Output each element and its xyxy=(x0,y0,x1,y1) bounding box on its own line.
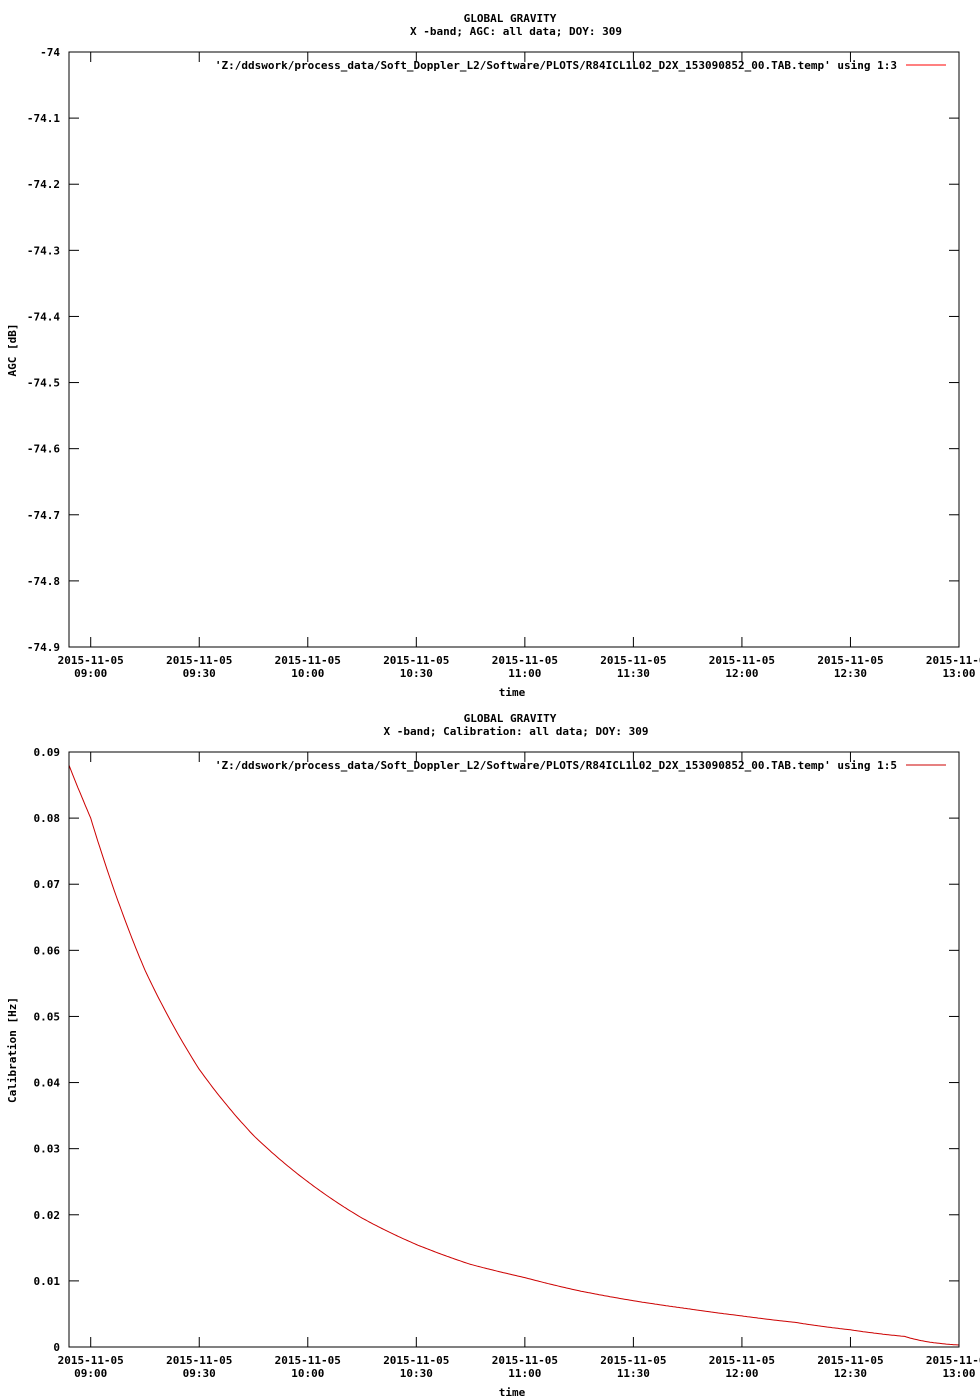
x-tick-date: 2015-11-05 xyxy=(58,1354,124,1367)
x-tick-time: 11:00 xyxy=(508,667,541,680)
y-tick-label: -74.2 xyxy=(27,178,60,191)
x-tick-date: 2015-11-05 xyxy=(600,654,666,667)
x-ticks: 2015-11-0509:002015-11-0509:302015-11-05… xyxy=(58,52,980,680)
y-tick-label: -74.1 xyxy=(27,112,60,125)
plot-frame xyxy=(68,51,960,648)
y-tick-label: 0.04 xyxy=(34,1077,61,1090)
x-tick-date: 2015-11-05 xyxy=(166,1354,232,1367)
chart-subtitle: X -band; Calibration: all data; DOY: 309 xyxy=(384,725,649,738)
x-tick-time: 11:30 xyxy=(617,667,650,680)
y-tick-label: -74.3 xyxy=(27,244,60,257)
y-tick-label: 0.02 xyxy=(34,1209,61,1222)
x-tick-date: 2015-11-05 xyxy=(166,654,232,667)
y-tick-label: 0.07 xyxy=(34,878,61,891)
chart-title: GLOBAL GRAVITY xyxy=(464,712,557,725)
legend-label: 'Z:/ddswork/process_data/Soft_Doppler_L2… xyxy=(215,759,897,772)
y-tick-label: 0 xyxy=(53,1341,60,1354)
y-axis-label: AGC [dB] xyxy=(6,324,19,377)
chart-title: GLOBAL GRAVITY xyxy=(464,12,557,25)
x-tick-time: 13:00 xyxy=(942,1367,975,1380)
calibration-chart: GLOBAL GRAVITY X -band; Calibration: all… xyxy=(6,712,980,1399)
x-ticks: 2015-11-0509:002015-11-0509:302015-11-05… xyxy=(58,752,980,1380)
y-tick-label: 0.05 xyxy=(34,1010,61,1023)
chart-subtitle: X -band; AGC: all data; DOY: 309 xyxy=(410,25,622,38)
x-tick-date: 2015-11-05 xyxy=(926,1354,980,1367)
y-tick-label: -74.6 xyxy=(27,443,60,456)
y-tick-label: -74.4 xyxy=(27,310,60,323)
x-tick-time: 09:30 xyxy=(183,1367,216,1380)
agc-chart: GLOBAL GRAVITY X -band; AGC: all data; D… xyxy=(6,12,980,699)
x-tick-date: 2015-11-05 xyxy=(383,654,449,667)
y-tick-label: 0.01 xyxy=(34,1275,61,1288)
y-tick-label: 0.08 xyxy=(34,812,61,825)
y-tick-label: 0.09 xyxy=(34,746,61,759)
x-axis-label: time xyxy=(499,1386,526,1399)
x-tick-date: 2015-11-05 xyxy=(58,654,124,667)
x-tick-time: 10:00 xyxy=(291,667,324,680)
y-ticks: -74 -74.1 -74.2 -74.3 -74.4 -74.5 -74.6 -74.7 -7… xyxy=(27,46,959,654)
x-tick-date: 2015-11-05 xyxy=(275,1354,341,1367)
x-tick-date: 2015-11-05 xyxy=(817,1354,883,1367)
x-tick-time: 12:30 xyxy=(834,667,867,680)
x-tick-date: 2015-11-05 xyxy=(492,654,558,667)
x-tick-date: 2015-11-05 xyxy=(492,1354,558,1367)
y-tick-label: 0.06 xyxy=(34,944,61,957)
x-tick-time: 12:00 xyxy=(725,1367,758,1380)
y-ticks: 0.09 0.08 0.07 0.06 0.05 0.04 0.03 0.02 0.01 0 xyxy=(34,746,959,1354)
x-tick-time: 09:00 xyxy=(74,1367,107,1380)
x-tick-time: 10:30 xyxy=(400,1367,433,1380)
y-tick-label: 0.03 xyxy=(34,1143,61,1156)
x-tick-time: 11:30 xyxy=(617,1367,650,1380)
x-tick-date: 2015-11-05 xyxy=(817,654,883,667)
plot-frame xyxy=(68,751,960,1348)
x-tick-time: 12:00 xyxy=(725,667,758,680)
x-tick-date: 2015-11-05 xyxy=(709,1354,775,1367)
x-tick-date: 2015-11-05 xyxy=(383,1354,449,1367)
x-tick-time: 11:00 xyxy=(508,1367,541,1380)
calibration-series-line xyxy=(68,765,960,1346)
x-tick-date: 2015-11-05 xyxy=(926,654,980,667)
x-axis-label: time xyxy=(499,686,526,699)
x-tick-time: 09:00 xyxy=(74,667,107,680)
legend-label: 'Z:/ddswork/process_data/Soft_Doppler_L2… xyxy=(215,59,897,72)
y-tick-label: -74 xyxy=(40,46,60,59)
y-tick-label: -74.8 xyxy=(27,575,60,588)
x-tick-time: 12:30 xyxy=(834,1367,867,1380)
x-tick-date: 2015-11-05 xyxy=(709,654,775,667)
x-tick-time: 10:00 xyxy=(291,1367,324,1380)
x-tick-time: 10:30 xyxy=(400,667,433,680)
y-axis-label: Calibration [Hz] xyxy=(6,997,19,1103)
y-tick-label: -74.7 xyxy=(27,509,60,522)
y-tick-label: -74.5 xyxy=(27,377,60,390)
x-tick-date: 2015-11-05 xyxy=(600,1354,666,1367)
x-tick-date: 2015-11-05 xyxy=(275,654,341,667)
x-tick-time: 13:00 xyxy=(942,667,975,680)
y-tick-label: -74.9 xyxy=(27,641,60,654)
x-tick-time: 09:30 xyxy=(183,667,216,680)
